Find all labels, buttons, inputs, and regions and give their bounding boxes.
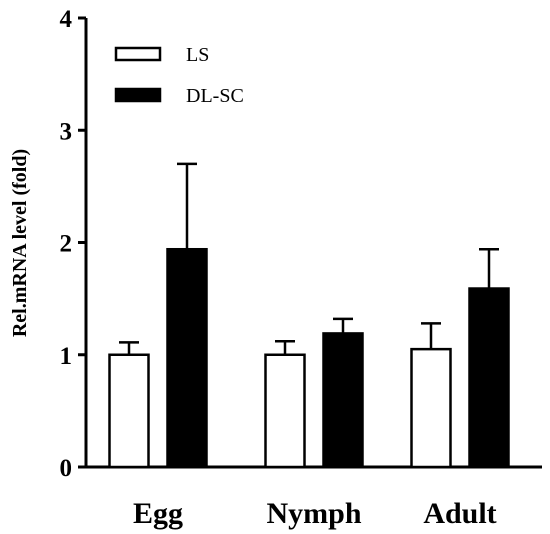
y-tick-label: 1	[60, 343, 73, 370]
x-tick-labels: Egg Nymph Adult	[133, 497, 497, 530]
bar-ls-egg	[108, 353, 150, 469]
bars	[108, 162, 510, 469]
bar-dl-sc-nymph	[322, 332, 364, 469]
x-tick-label: Egg	[133, 497, 183, 530]
y-ticks: 0 1 2 3 4	[60, 6, 86, 482]
y-tick-label: 3	[60, 118, 73, 145]
bar-ls-nymph	[264, 353, 306, 469]
bar-dl-sc-adult	[468, 287, 510, 469]
legend: LS DL-SC	[114, 44, 244, 107]
x-tick-label: Nymph	[266, 497, 361, 530]
legend-label: DL-SC	[186, 85, 244, 107]
bar-ls-adult	[410, 347, 452, 469]
legend-label: LS	[186, 44, 209, 66]
y-tick-label: 2	[60, 231, 73, 258]
x-tick-label: Adult	[423, 497, 496, 530]
y-tick-label: 0	[60, 455, 73, 482]
legend-swatch	[114, 87, 162, 103]
y-axis-title: Rel.mRNA level (fold)	[9, 149, 31, 337]
bar-dl-sc-egg	[166, 247, 208, 469]
y-tick-label: 4	[60, 6, 73, 33]
legend-swatch	[114, 46, 162, 62]
